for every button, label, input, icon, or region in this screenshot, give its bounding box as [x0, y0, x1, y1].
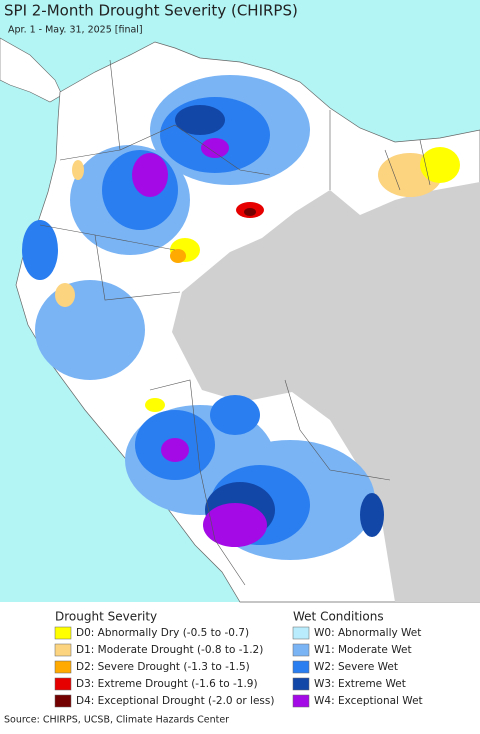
country-borders — [39, 59, 431, 586]
land — [0, 37, 63, 103]
legend-swatch — [54, 626, 72, 640]
wet-area — [161, 438, 189, 462]
legend-label: D3: Extreme Drought (-1.6 to -1.9) — [76, 678, 258, 690]
legend-swatch — [292, 643, 310, 657]
legend-label: W2: Severe Wet — [314, 661, 398, 673]
drought-area — [55, 283, 75, 307]
drought-area — [244, 208, 256, 216]
drought-area — [420, 147, 460, 183]
subtitle: Apr. 1 - May. 31, 2025 [final] — [8, 25, 143, 36]
legend-swatch — [292, 660, 310, 674]
legend-swatch — [54, 643, 72, 657]
legend-label: D4: Exceptional Drought (-2.0 or less) — [76, 695, 274, 707]
legend-label: W0: Abnormally Wet — [314, 627, 421, 639]
wet-area — [175, 105, 225, 135]
legend-label: W3: Extreme Wet — [314, 678, 406, 690]
legend-swatch — [54, 694, 72, 708]
wet-area — [360, 493, 384, 537]
source: Source: CHIRPS, UCSB, Climate Hazards Ce… — [4, 715, 229, 726]
wet-area — [203, 503, 267, 547]
legend-label: W4: Exceptional Wet — [314, 695, 423, 707]
wet-area — [132, 153, 168, 197]
outside-domain — [172, 182, 480, 602]
legend-swatch — [292, 626, 310, 640]
wet-area — [201, 138, 229, 158]
wet-area — [22, 220, 58, 280]
legend-label: D0: Abnormally Dry (-0.5 to -0.7) — [76, 627, 249, 639]
legend-swatch — [292, 677, 310, 691]
legend-swatch — [54, 677, 72, 691]
condition-areas — [22, 75, 460, 560]
map — [0, 0, 480, 603]
legend-swatch — [54, 660, 72, 674]
legend-heading: Drought Severity — [55, 610, 157, 624]
drought-area — [145, 398, 165, 412]
title: SPI 2-Month Drought Severity (CHIRPS) — [4, 2, 298, 20]
drought-area — [72, 160, 84, 180]
legend-label: D1: Moderate Drought (-0.8 to -1.2) — [76, 644, 263, 656]
drought-area — [170, 249, 186, 263]
legend-label: D2: Severe Drought (-1.3 to -1.5) — [76, 661, 250, 673]
legend-swatch — [292, 694, 310, 708]
wet-area — [35, 280, 145, 380]
legend-heading: Wet Conditions — [293, 610, 384, 624]
legend-label: W1: Moderate Wet — [314, 644, 412, 656]
legend: Drought Severity D0: Abnormally Dry (-0.5… — [54, 610, 423, 708]
wet-area — [210, 395, 260, 435]
